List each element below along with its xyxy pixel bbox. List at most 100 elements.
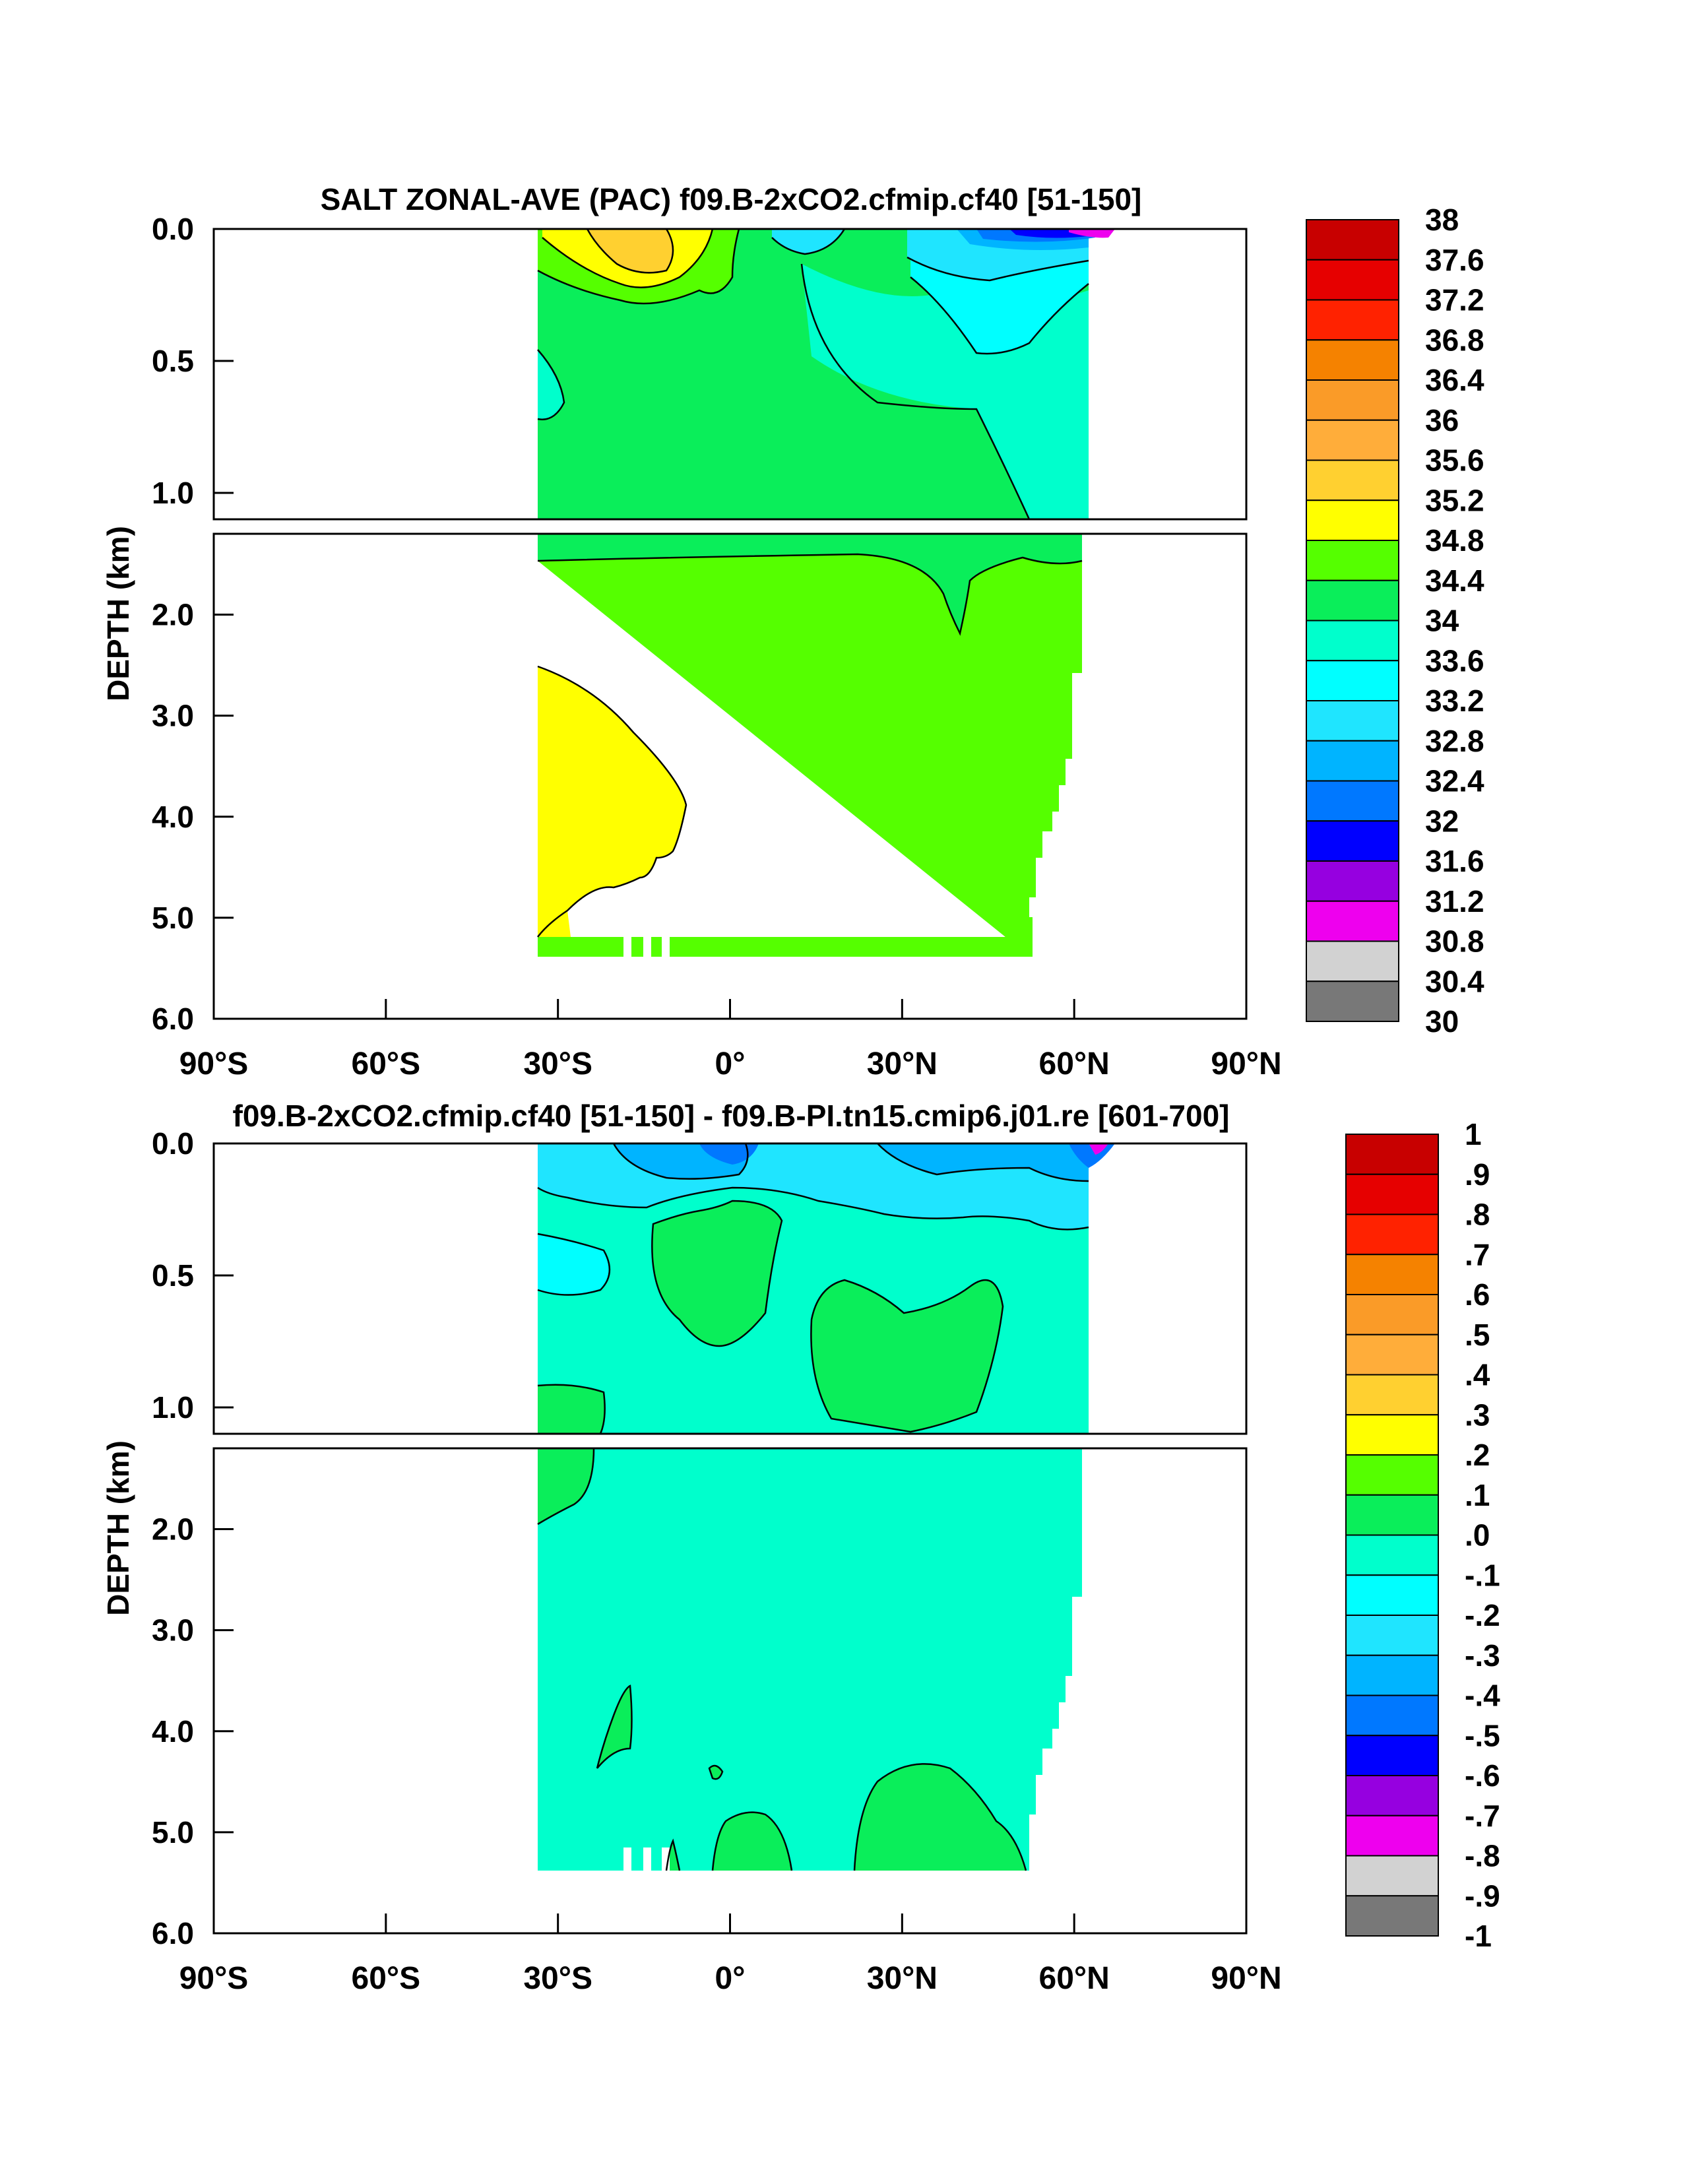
colorbar-box xyxy=(1345,1494,1439,1536)
colorbar-box xyxy=(1306,980,1399,1022)
x-tick-label: 90°S xyxy=(179,1961,249,1996)
colorbar-label: 36.4 xyxy=(1425,363,1484,397)
colorbar-box xyxy=(1345,1694,1439,1737)
field-neg0.4-neg0.3-b xyxy=(877,1143,1089,1181)
colorbar-box xyxy=(1345,1615,1439,1656)
salt-chart: SALT ZONAL-AVE (PAC) f09.B-2xCO2.cfmip.c… xyxy=(101,182,1484,1081)
field-34.8-35.2 xyxy=(538,666,686,937)
colorbar-box xyxy=(1345,1454,1439,1496)
colorbar-box xyxy=(1345,1254,1439,1295)
colorbar-label: 38 xyxy=(1425,203,1459,237)
field-34.0-34.4 xyxy=(538,534,1082,633)
axis-ticks: 90°S 60°S 30°S 0° 30°N 60°N 90°N 0.0 0.5 1.0 2.0 3.… xyxy=(152,1126,1282,1996)
y-tick-label: 2.0 xyxy=(152,598,194,632)
colorbar-label: -.6 xyxy=(1465,1758,1500,1793)
colorbar-label: -.2 xyxy=(1465,1598,1500,1632)
colorbar-box xyxy=(1345,1574,1439,1616)
y-tick-label: 0.5 xyxy=(152,1258,194,1293)
x-tick-label: 60°N xyxy=(1039,1046,1110,1081)
y-tick-label: 3.0 xyxy=(152,1613,194,1648)
upper-panel-contours xyxy=(537,1143,1089,1434)
field-0-0.1-c xyxy=(538,1384,605,1434)
lower-panel-fill xyxy=(538,534,1082,1019)
colorbar-label: 34.4 xyxy=(1425,563,1484,598)
colorbar-label: -.9 xyxy=(1465,1879,1500,1913)
y-tick-label: 2.0 xyxy=(152,1512,194,1547)
y-axis-label: DEPTH (km) xyxy=(101,1440,135,1616)
field-0-0.1-a xyxy=(538,1448,594,1524)
x-tick-label: 60°N xyxy=(1039,1961,1110,1996)
lower-panel-fill xyxy=(538,1448,1082,1871)
field-neg0.5-neg0.4 xyxy=(699,1143,759,1165)
colorbar-box xyxy=(1345,1855,1439,1897)
x-tick-label: 0° xyxy=(715,1046,746,1081)
colorbar-label: .1 xyxy=(1465,1478,1490,1512)
field-0-0.1-d xyxy=(854,1764,1026,1871)
colorbar-box xyxy=(1345,1213,1439,1256)
colorbar-box xyxy=(1345,1775,1439,1816)
field-ocean-floor xyxy=(538,957,1033,1019)
colorbar-label: 36.8 xyxy=(1425,323,1484,357)
colorbar-label: 34.8 xyxy=(1425,523,1484,558)
colorbar-label: .3 xyxy=(1465,1397,1490,1432)
y-tick-label: 3.0 xyxy=(152,699,194,733)
colorbar-label: 31.2 xyxy=(1425,884,1484,918)
y-tick-label: 5.0 xyxy=(152,1815,194,1849)
colorbar-box xyxy=(1306,780,1399,822)
colorbar-box xyxy=(1306,499,1399,541)
y-tick-label: 4.0 xyxy=(152,800,194,834)
colorbar-box xyxy=(1306,379,1399,421)
colorbar-box xyxy=(1306,620,1399,662)
field-31.2-31.6 xyxy=(1069,229,1115,238)
colorbar-label: 31.6 xyxy=(1425,844,1484,878)
colorbar-label: 32.4 xyxy=(1425,764,1484,798)
colorbar-box xyxy=(1345,1895,1439,1937)
x-tick-label: 60°S xyxy=(352,1046,421,1081)
upper-panel-contours xyxy=(537,229,1089,519)
field-35.2-35.6 xyxy=(587,229,673,273)
x-tick-label: 30°N xyxy=(867,1046,938,1081)
colorbar-label: 35.2 xyxy=(1425,483,1484,517)
x-tick-label: 90°N xyxy=(1211,1961,1281,1996)
colorbar-label: 33.2 xyxy=(1425,684,1484,718)
colorbar-label: .4 xyxy=(1465,1358,1490,1392)
colorbar-label: .0 xyxy=(1465,1518,1490,1553)
colorbar-box xyxy=(1345,1534,1439,1576)
colorbar-label: .8 xyxy=(1465,1198,1490,1232)
field-0-0.1-b xyxy=(597,1686,632,1768)
colorbar-label: -.5 xyxy=(1465,1718,1500,1752)
field-0-0.1-c xyxy=(713,1812,792,1871)
colorbar: 38 37.6 37.2 36.8 36.4 36 35.6 35.2 34.8 34.4 34 33… xyxy=(1306,203,1484,1039)
colorbar-label: .7 xyxy=(1465,1237,1490,1271)
y-tick-label: 0.0 xyxy=(152,1126,194,1161)
colorbar-box xyxy=(1345,1333,1439,1376)
colorbar-label: 30.4 xyxy=(1425,964,1484,998)
x-tick-label: 30°N xyxy=(867,1961,938,1996)
y-tick-label: 4.0 xyxy=(152,1714,194,1749)
colorbar-label: 37.6 xyxy=(1425,243,1484,277)
colorbar-label: .2 xyxy=(1465,1438,1490,1472)
colorbar-box xyxy=(1306,299,1399,341)
colorbar-label: 1 xyxy=(1465,1117,1482,1151)
colorbar-label: -.7 xyxy=(1465,1799,1500,1833)
colorbar-box xyxy=(1306,339,1399,381)
x-tick-label: 30°S xyxy=(523,1961,592,1996)
colorbar-label: 33.6 xyxy=(1425,643,1484,678)
colorbar-label: -.8 xyxy=(1465,1839,1500,1873)
chart-title: SALT ZONAL-AVE (PAC) f09.B-2xCO2.cfmip.c… xyxy=(321,182,1142,216)
field-neg0.1-0 xyxy=(538,1448,1082,1871)
axis-ticks: 90°S 60°S 30°S 0° 30°N 60°N 90°N 0.0 0.5 1.0 2.0 3.… xyxy=(152,212,1282,1081)
chart-title: f09.B-2xCO2.cfmip.cf40 [51-150] - f09.B-… xyxy=(233,1099,1230,1133)
colorbar-label: 36 xyxy=(1425,403,1459,437)
colorbar-box xyxy=(1345,1134,1439,1175)
colorbar-label: 30 xyxy=(1425,1004,1459,1039)
y-tick-label: 0.0 xyxy=(152,212,194,246)
colorbar-box xyxy=(1345,1294,1439,1335)
colorbar-box xyxy=(1345,1374,1439,1416)
colorbar-label: -.3 xyxy=(1465,1638,1500,1673)
colorbar: 1 .9 .8 .7 .6 .5 .4 .3 .2 .1 .0 -.1 -.2 -.3 -.4 -.5 -.6 -… xyxy=(1345,1117,1500,1953)
colorbar-label: -1 xyxy=(1465,1919,1492,1953)
colorbar-label: -.4 xyxy=(1465,1679,1500,1713)
x-tick-label: 90°N xyxy=(1211,1046,1281,1081)
